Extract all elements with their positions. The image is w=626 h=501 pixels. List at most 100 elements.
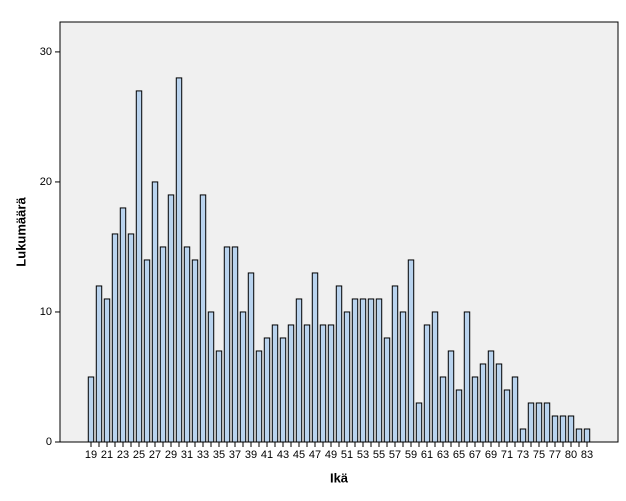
bar bbox=[487, 350, 495, 443]
x-tick-label: 31 bbox=[181, 449, 193, 461]
bar bbox=[431, 311, 439, 443]
x-tick-label: 47 bbox=[309, 449, 321, 461]
bar bbox=[567, 415, 575, 443]
x-tick-label: 19 bbox=[85, 449, 97, 461]
bar bbox=[231, 246, 239, 443]
bar bbox=[143, 259, 151, 443]
bar bbox=[191, 259, 199, 443]
bar bbox=[415, 402, 423, 443]
x-tick-label: 59 bbox=[405, 449, 417, 461]
bar bbox=[407, 259, 415, 443]
bar bbox=[207, 311, 215, 443]
bar bbox=[343, 311, 351, 443]
bar bbox=[103, 298, 111, 443]
bar bbox=[175, 77, 183, 443]
x-axis-title: Ikä bbox=[330, 470, 349, 485]
y-axis-title: Lukumäärä bbox=[13, 197, 28, 267]
x-tick-label: 37 bbox=[229, 449, 241, 461]
x-tick-label: 67 bbox=[469, 449, 481, 461]
bar bbox=[399, 311, 407, 443]
x-tick-label: 29 bbox=[165, 449, 177, 461]
bar bbox=[223, 246, 231, 443]
x-tick-label: 33 bbox=[197, 449, 209, 461]
x-tick-label: 53 bbox=[357, 449, 369, 461]
bar bbox=[255, 350, 263, 443]
x-tick-label: 23 bbox=[117, 449, 129, 461]
x-tick-label: 39 bbox=[245, 449, 257, 461]
bar bbox=[383, 337, 391, 443]
bar bbox=[159, 246, 167, 443]
bar bbox=[111, 233, 119, 443]
bar bbox=[167, 194, 175, 443]
bar bbox=[183, 246, 191, 443]
bar bbox=[535, 402, 543, 443]
x-tick-label: 43 bbox=[277, 449, 289, 461]
bar bbox=[495, 363, 503, 443]
bar bbox=[263, 337, 271, 443]
bar bbox=[327, 324, 335, 443]
bar bbox=[503, 389, 511, 443]
bar bbox=[527, 402, 535, 443]
bar bbox=[367, 298, 375, 443]
bar bbox=[287, 324, 295, 443]
x-tick-label: 69 bbox=[485, 449, 497, 461]
bar bbox=[423, 324, 431, 443]
x-tick-label: 21 bbox=[101, 449, 113, 461]
bar bbox=[575, 428, 583, 443]
x-tick-label: 45 bbox=[293, 449, 305, 461]
bar bbox=[559, 415, 567, 443]
bar bbox=[215, 350, 223, 443]
bar bbox=[135, 90, 143, 443]
x-tick-label: 51 bbox=[341, 449, 353, 461]
bar bbox=[439, 376, 447, 443]
bar bbox=[199, 194, 207, 443]
bar bbox=[335, 285, 343, 443]
bar bbox=[127, 233, 135, 443]
bar bbox=[511, 376, 519, 443]
bar bbox=[583, 428, 591, 443]
bar bbox=[239, 311, 247, 443]
y-tick-label: 20 bbox=[40, 176, 52, 188]
bar bbox=[471, 376, 479, 443]
x-tick-label: 75 bbox=[533, 449, 545, 461]
bar bbox=[447, 350, 455, 443]
x-tick-label: 61 bbox=[421, 449, 433, 461]
x-tick-label: 57 bbox=[389, 449, 401, 461]
bar bbox=[303, 324, 311, 443]
x-tick-label: 71 bbox=[501, 449, 513, 461]
x-tick-label: 65 bbox=[453, 449, 465, 461]
x-tick-label: 49 bbox=[325, 449, 337, 461]
bar bbox=[247, 272, 255, 443]
x-tick-label: 25 bbox=[133, 449, 145, 461]
bar bbox=[295, 298, 303, 443]
bar bbox=[375, 298, 383, 443]
x-tick-label: 77 bbox=[549, 449, 561, 461]
x-tick-label: 35 bbox=[213, 449, 225, 461]
bar bbox=[351, 298, 359, 443]
bar bbox=[463, 311, 471, 443]
bar bbox=[119, 207, 127, 443]
x-tick-label: 41 bbox=[261, 449, 273, 461]
x-tick-label: 63 bbox=[437, 449, 449, 461]
y-tick-label: 0 bbox=[46, 436, 52, 448]
x-tick-label: 73 bbox=[517, 449, 529, 461]
bar bbox=[551, 415, 559, 443]
bar bbox=[95, 285, 103, 443]
bar bbox=[151, 181, 159, 443]
bar bbox=[319, 324, 327, 443]
bar bbox=[543, 402, 551, 443]
y-tick-label: 10 bbox=[40, 306, 52, 318]
x-tick-label: 55 bbox=[373, 449, 385, 461]
x-tick-label: 80 bbox=[565, 449, 577, 461]
bar bbox=[519, 428, 527, 443]
x-tick-label: 83 bbox=[581, 449, 593, 461]
bar bbox=[391, 285, 399, 443]
bar bbox=[311, 272, 319, 443]
bar bbox=[279, 337, 287, 443]
bar bbox=[455, 389, 463, 443]
bar bbox=[479, 363, 487, 443]
bar bbox=[271, 324, 279, 443]
y-tick-label: 30 bbox=[40, 46, 52, 58]
bar bbox=[87, 376, 95, 443]
